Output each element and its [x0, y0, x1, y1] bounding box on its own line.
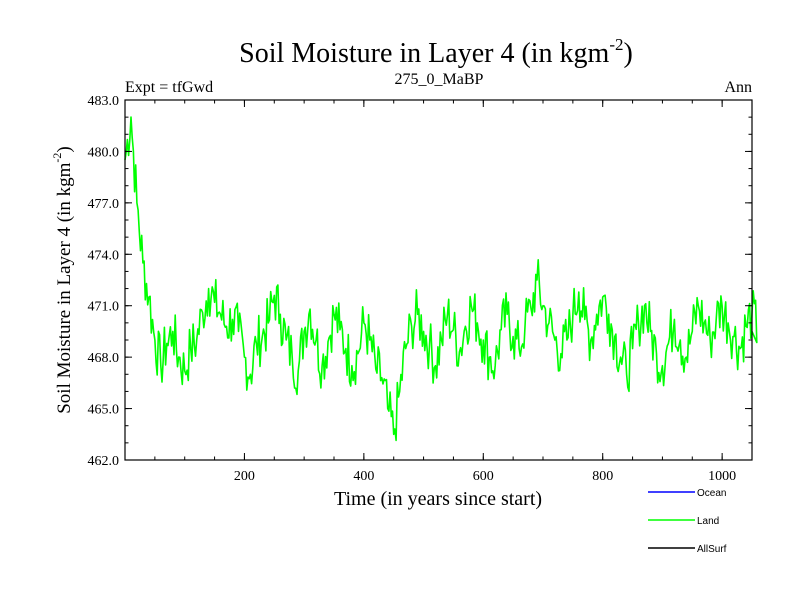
subtitle-left: Expt = tfGwd [125, 79, 213, 96]
x-tick-label: 200 [234, 469, 255, 484]
subtitle-right: Ann [724, 79, 752, 96]
x-tick-label: 1000 [708, 469, 736, 484]
legend-label-allsurf: AllSurf [697, 544, 727, 555]
chart-title: Soil Moisture in Layer 4 (in kgm-2) [239, 35, 633, 69]
x-tick-label: 400 [353, 469, 374, 484]
subtitle-center: 275_0_MaBP [395, 71, 484, 88]
y-tick-label: 480.0 [88, 145, 120, 160]
y-tick-label: 465.0 [88, 403, 120, 418]
x-axis: 200 400 600 800 1000 [124, 100, 753, 484]
y-tick-label: 471.0 [88, 300, 120, 315]
plot-frame [124, 99, 753, 461]
chart-title-close: ) [624, 38, 633, 69]
y-axis: 462.0 465.0 468.0 471.0 474.0 477.0 480.0 483.0 [88, 94, 752, 469]
y-tick-label: 474.0 [88, 248, 120, 263]
series-line-land [124, 116, 758, 442]
y-tick-label: 462.0 [88, 454, 120, 469]
legend-label-ocean: Ocean [697, 488, 726, 499]
y-tick-label: 468.0 [88, 351, 120, 366]
x-axis-title: Time (in years since start) [334, 488, 542, 510]
y-tick-label: 483.0 [88, 94, 120, 109]
series-layer [124, 116, 758, 442]
x-tick-label: 600 [473, 469, 494, 484]
chart-title-superscript: -2 [609, 35, 623, 54]
legend: Ocean Land AllSurf [648, 488, 727, 555]
y-axis-title: Soil Moisture in Layer 4 (in kgm-2) [50, 146, 75, 414]
y-axis-title-close: ) [54, 146, 75, 152]
y-axis-title-superscript: -2 [50, 153, 64, 163]
legend-label-land: Land [697, 516, 719, 527]
x-tick-label: 800 [592, 469, 613, 484]
y-tick-label: 477.0 [88, 197, 120, 212]
